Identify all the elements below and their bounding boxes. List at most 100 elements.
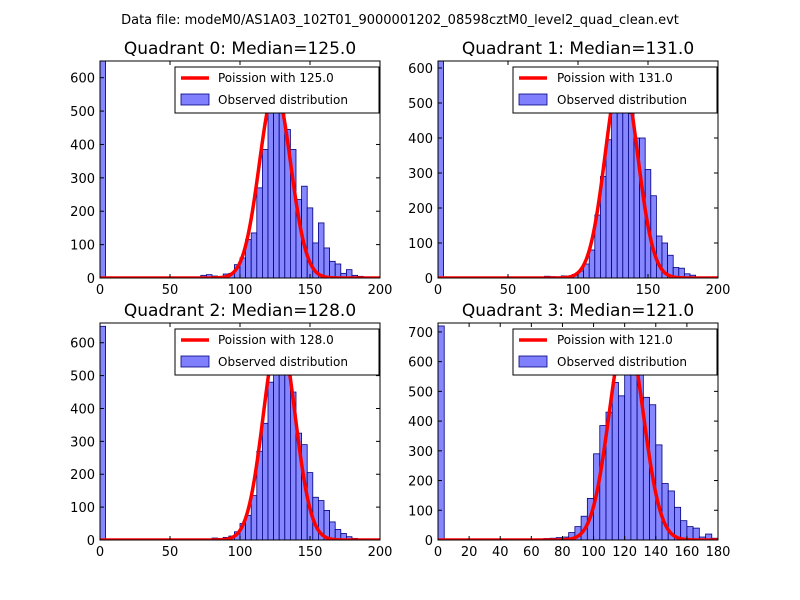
quadrant-2-plot-area [100, 325, 380, 540]
quadrant-0-ytick-label-5: 500 [70, 105, 95, 120]
quadrant-2-ytick-label-0: 0 [87, 534, 95, 549]
quadrant-2-poisson-line [100, 331, 380, 540]
quadrant-2-legend [174, 328, 380, 376]
quadrant-3-xtick-label-3: 60 [523, 545, 540, 560]
quadrant-1-ytick-label-2: 200 [408, 202, 433, 217]
quadrant-0-legend [174, 66, 380, 114]
quadrant-1-bar-23 [667, 254, 674, 278]
quadrant-2-xtick-label-1: 50 [162, 545, 179, 560]
quadrant-3-legend [512, 328, 718, 376]
quadrant-2-legend-poisson-label: Poission with 128.0 [218, 333, 334, 347]
quadrant-2-title: Quadrant 2: Median=128.0 [124, 301, 356, 321]
quadrant-0-bar-13 [256, 187, 263, 278]
quadrant-3-xtick-label-4: 80 [554, 545, 571, 560]
quadrant-1-title: Quadrant 1: Median=131.0 [462, 39, 694, 59]
quadrant-3-bar-27 [705, 533, 713, 540]
quadrant-0-bar-12 [250, 232, 258, 278]
quadrant-0-ytick-label-6: 600 [70, 72, 95, 87]
quadrant-1-xtick-label-3: 150 [636, 283, 661, 298]
quadrant-2-legend-observed-label: Observed distribution [218, 355, 348, 369]
quadrant-0-xtick-label-3: 150 [298, 283, 323, 298]
quadrant-0-bar-16 [273, 88, 280, 278]
quadrant-0-panel: Quadrant 0: Median=125.0 0 50 100 150 200 0 10… [70, 39, 392, 298]
quadrant-0-bar-25 [323, 247, 330, 278]
quadrant-0-bar-26 [329, 260, 336, 278]
quadrant-3-bar-13 [618, 395, 626, 540]
quadrant-0-ytick-label-0: 0 [87, 272, 95, 287]
quadrant-0-bar-15 [267, 110, 274, 278]
quadrant-1-bar-0 [438, 61, 444, 278]
quadrant-0-legend-bar-swatch [180, 93, 210, 106]
quadrant-1-bar-25 [678, 267, 685, 278]
quadrant-1-legend-observed-label: Observed distribution [557, 93, 687, 107]
quadrant-2-ytick-label-4: 400 [70, 402, 95, 417]
quadrant-1-ytick-label-1: 100 [408, 237, 433, 252]
quadrant-3-xtick-label-0: 0 [434, 545, 442, 560]
quadrant-2-panel: Quadrant 2: Median=128.0 0 50 100 150 200 0 10… [70, 301, 392, 560]
quadrant-3-bar-14 [624, 346, 632, 540]
quadrant-2-xtick-label-3: 150 [298, 545, 323, 560]
quadrant-3-bar-12 [611, 382, 619, 540]
quadrant-1-legend-poisson-label: Poission with 131.0 [557, 71, 673, 85]
quadrant-1-ytick-label-0: 0 [425, 272, 433, 287]
quadrant-3-plot-area [438, 325, 718, 540]
quadrant-0-bar-27 [334, 263, 342, 278]
quadrant-3-xtick-label-9: 180 [706, 545, 731, 560]
quadrant-1-xtick-label-0: 0 [434, 283, 442, 298]
quadrant-0-ytick-label-3: 300 [70, 172, 95, 187]
quadrant-1-plot-area [438, 61, 718, 278]
quadrant-2-bar-0 [100, 325, 106, 540]
quadrant-2-bar-17 [284, 360, 291, 540]
quadrant-0-bar-0 [100, 61, 106, 278]
quadrant-3-xtick-label-5: 100 [581, 545, 606, 560]
quadrant-0-ytick-label-1: 100 [70, 239, 95, 254]
figure-suptitle: Data file: modeM0/AS1A03_102T01_90000012… [121, 13, 679, 28]
quadrant-3-legend-bar-swatch [518, 355, 548, 368]
quadrant-3-xtick-label-8: 160 [674, 545, 699, 560]
quadrant-3-ytick-label-2: 200 [408, 475, 433, 490]
quadrant-3-xtick-label-2: 40 [492, 545, 509, 560]
quadrant-3-bar-25 [692, 527, 700, 540]
quadrant-0-ytick-label-2: 200 [70, 205, 95, 220]
quadrant-2-xtick-label-4: 200 [368, 545, 393, 560]
quadrant-3-ytick-label-7: 700 [408, 326, 433, 341]
quadrant-3-bar-0 [438, 325, 445, 540]
quadrant-0-bar-14 [261, 149, 269, 278]
quadrant-3-ytick-label-4: 400 [408, 415, 433, 430]
quadrant-3-ytick-label-5: 500 [408, 385, 433, 400]
quadrant-3-bar-20 [661, 483, 669, 540]
quadrant-1-ytick-label-4: 400 [408, 132, 433, 147]
quadrant-3-xtick-label-7: 140 [643, 545, 668, 560]
quadrant-1-bar-13 [611, 102, 618, 278]
quadrant-3-title: Quadrant 3: Median=121.0 [462, 301, 694, 321]
quadrant-0-xtick-label-0: 0 [96, 283, 104, 298]
quadrant-1-xtick-label-2: 100 [566, 283, 591, 298]
quadrant-1-bar-9 [588, 249, 596, 278]
quadrant-1-bar-14 [616, 99, 624, 278]
quadrant-3-poisson-line [438, 330, 718, 540]
quadrant-1-poisson-line [438, 69, 718, 278]
quadrant-2-bar-13 [261, 422, 269, 540]
quadrant-1-bar-12 [605, 139, 612, 278]
quadrant-1-legend-bar-swatch [518, 93, 548, 106]
quadrant-2-bar-14 [267, 381, 274, 540]
quadrant-3-legend-observed-label: Observed distribution [557, 355, 687, 369]
quadrant-2-ytick-label-2: 200 [70, 468, 95, 483]
quadrant-0-legend-observed-label: Observed distribution [218, 93, 348, 107]
quadrant-1-ytick-label-3: 300 [408, 167, 433, 182]
quadrant-3-ytick-label-6: 600 [408, 356, 433, 371]
quadrant-0-xtick-label-4: 200 [368, 283, 393, 298]
quadrant-1-ytick-label-6: 600 [408, 62, 433, 77]
quadrant-2-legend-bar-swatch [180, 355, 210, 368]
quadrant-0-legend-poisson-label: Poission with 125.0 [218, 71, 334, 85]
quadrant-1-bar-16 [628, 113, 635, 278]
quadrant-2-ytick-label-6: 600 [70, 337, 95, 352]
quadrant-3-ytick-label-1: 100 [408, 504, 433, 519]
quadrant-2-ytick-label-5: 500 [70, 370, 95, 385]
quadrant-3-ytick-label-0: 0 [425, 534, 433, 549]
quadrant-3-ytick-label-3: 300 [408, 445, 433, 460]
quadrant-1-panel: Quadrant 1: Median=131.0 0 50 100 150 200 0 10… [408, 39, 730, 298]
quadrant-2-ytick-label-1: 100 [70, 501, 95, 516]
quadrant-0-ytick-label-4: 400 [70, 138, 95, 153]
